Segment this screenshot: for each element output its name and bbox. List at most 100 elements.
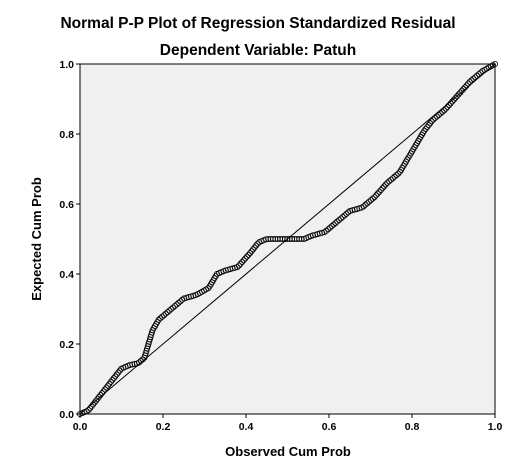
data-point: [437, 110, 444, 117]
data-point: [157, 315, 164, 322]
data-point: [171, 302, 178, 309]
data-point: [360, 203, 367, 210]
data-point: [321, 229, 328, 236]
data-point: [100, 388, 107, 395]
data-point: [463, 82, 470, 89]
data-point: [274, 235, 281, 242]
data-point: [389, 175, 396, 182]
data-point: [104, 382, 111, 389]
data-point: [326, 224, 333, 231]
data-point: [393, 172, 400, 179]
data-point: [477, 69, 484, 76]
data-point: [424, 123, 431, 130]
x-tick-label: 0.4: [239, 421, 254, 433]
data-point: [323, 227, 330, 234]
data-point: [96, 393, 103, 400]
data-point: [242, 255, 249, 262]
y-tick-label: 1.0: [59, 59, 74, 71]
y-tick-label: 0.4: [59, 269, 74, 281]
data-point: [235, 262, 242, 269]
data-point: [116, 367, 123, 374]
x-tick-label: 0.0: [73, 421, 88, 433]
data-point: [374, 190, 381, 197]
data-point: [173, 301, 180, 308]
data-point: [449, 98, 456, 105]
data-point: [98, 390, 105, 397]
data-point: [253, 242, 260, 249]
data-point: [466, 78, 473, 85]
data-point: [377, 186, 384, 193]
data-point: [159, 313, 166, 320]
data-point: [110, 375, 117, 382]
data-point: [166, 307, 173, 314]
data-point: [162, 310, 169, 317]
data-point: [362, 201, 369, 208]
data-point: [101, 386, 108, 393]
data-point: [136, 359, 143, 366]
data-point: [337, 215, 344, 222]
data-point: [88, 403, 95, 410]
data-point: [115, 369, 122, 376]
data-point: [265, 235, 272, 242]
data-point: [155, 316, 162, 323]
x-tick-label: 0.8: [405, 421, 420, 433]
data-point: [269, 235, 276, 242]
data-points: [77, 61, 498, 417]
x-tick-label: 0.2: [156, 421, 171, 433]
data-point: [457, 89, 464, 96]
data-point: [465, 80, 472, 87]
data-point: [332, 220, 339, 227]
data-point: [460, 86, 467, 93]
data-point: [251, 244, 258, 251]
data-point: [474, 72, 481, 79]
data-point: [367, 197, 374, 204]
data-point: [247, 250, 254, 257]
data-point: [106, 380, 113, 387]
data-point: [284, 235, 291, 242]
data-point: [458, 87, 465, 94]
data-point: [107, 378, 114, 385]
data-point: [137, 357, 144, 364]
data-point: [454, 93, 461, 100]
data-point: [267, 235, 274, 242]
data-point: [234, 264, 241, 271]
data-point: [248, 248, 255, 255]
data-point: [369, 195, 376, 202]
data-point: [439, 108, 446, 115]
data-point: [90, 401, 97, 408]
data-point: [334, 218, 341, 225]
data-point: [386, 178, 393, 185]
data-point: [336, 216, 343, 223]
data-point: [373, 192, 380, 199]
data-point: [239, 259, 246, 266]
data-point: [164, 309, 171, 316]
data-point: [85, 407, 92, 414]
data-point: [444, 103, 451, 110]
data-point: [432, 115, 439, 122]
data-point: [262, 236, 269, 243]
data-point: [395, 170, 402, 177]
data-point: [421, 127, 428, 134]
data-point: [245, 251, 252, 258]
data-point: [93, 397, 100, 404]
y-axis: 0.0 0.2 0.4 0.6 0.8 1.0: [59, 59, 80, 421]
data-point: [461, 84, 468, 91]
data-point: [103, 384, 110, 391]
data-point: [291, 235, 298, 242]
data-point: [296, 235, 303, 242]
data-point: [381, 183, 388, 190]
data-point: [425, 122, 432, 129]
data-point: [298, 235, 305, 242]
data-point: [447, 100, 454, 107]
data-point: [237, 260, 244, 267]
data-point: [243, 253, 250, 260]
data-point: [341, 212, 348, 219]
data-point: [240, 257, 247, 264]
data-point: [293, 235, 300, 242]
data-point: [91, 399, 98, 406]
data-point: [364, 200, 371, 207]
data-point: [491, 61, 498, 68]
data-point: [446, 102, 453, 109]
y-tick-label: 0.6: [59, 199, 74, 211]
data-point: [113, 371, 120, 378]
